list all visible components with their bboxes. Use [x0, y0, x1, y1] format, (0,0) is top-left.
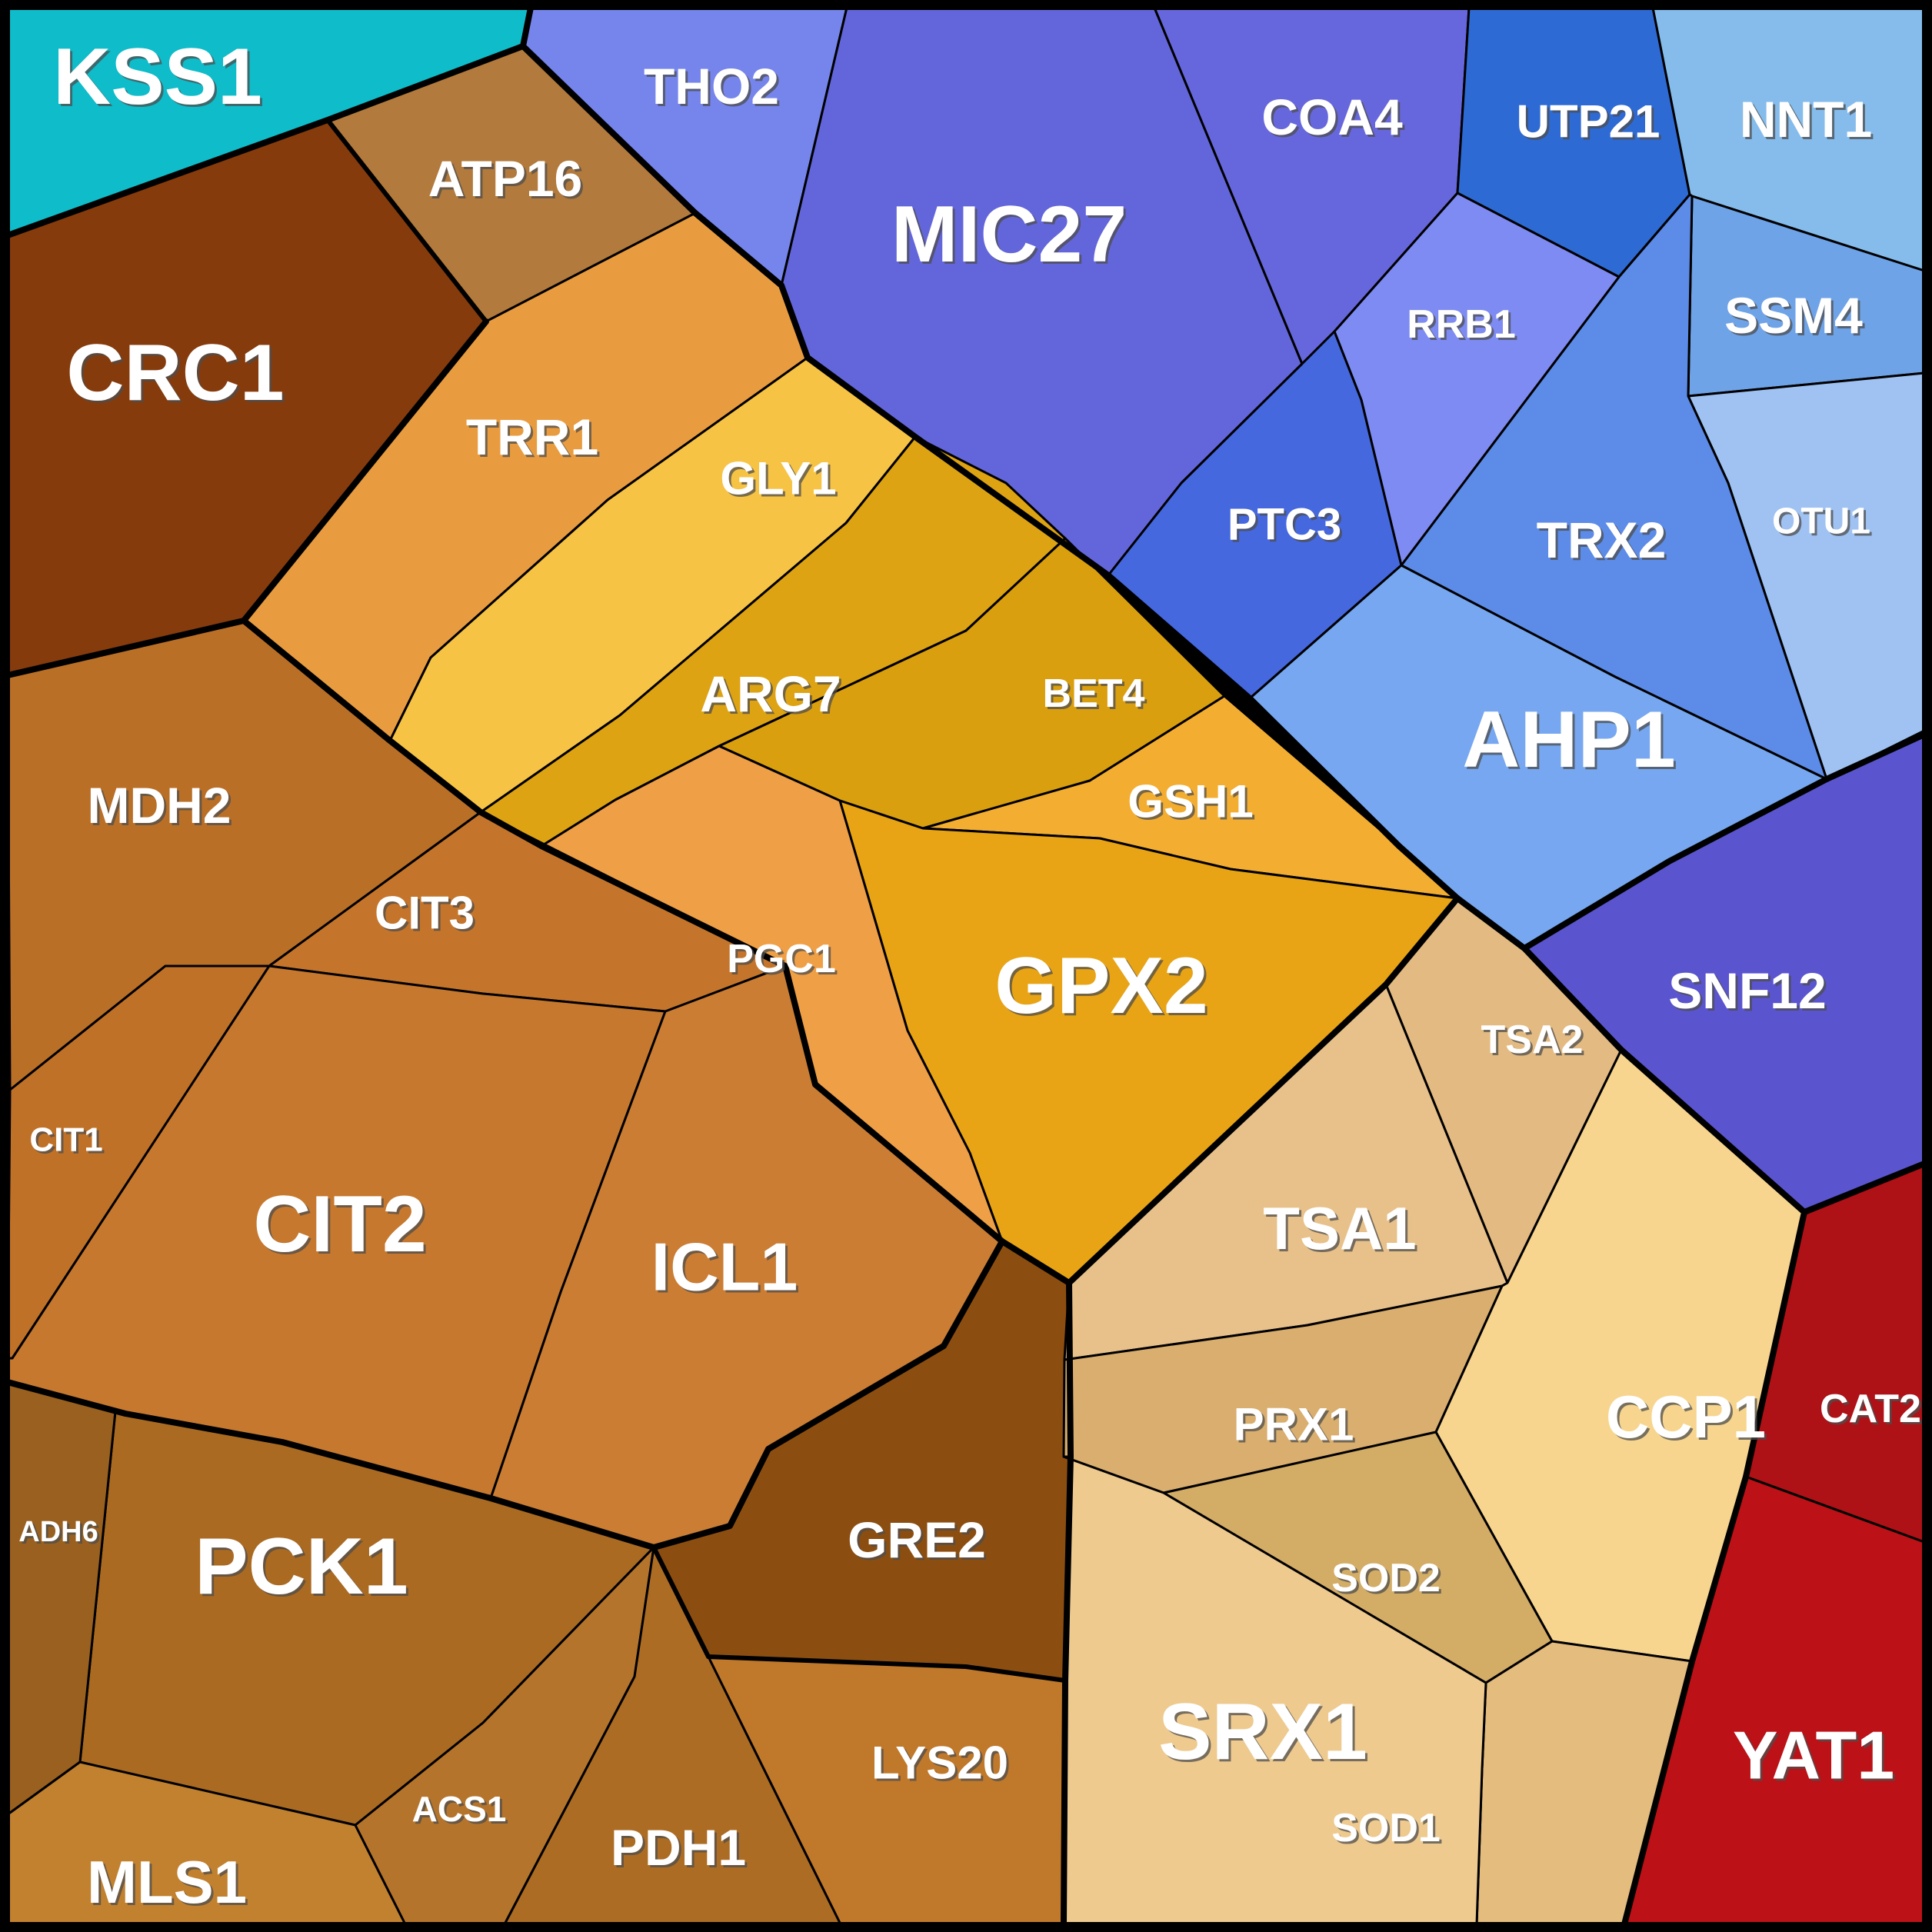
svg-text:TSA1: TSA1 — [1265, 1197, 1418, 1264]
svg-text:NNT1: NNT1 — [1742, 93, 1874, 150]
svg-text:PRX1: PRX1 — [1234, 1399, 1354, 1451]
svg-text:LYS20: LYS20 — [871, 1737, 1008, 1789]
svg-text:ATP16: ATP16 — [428, 150, 583, 207]
svg-text:ICL1: ICL1 — [651, 1229, 798, 1305]
svg-text:YAT1: YAT1 — [1733, 1717, 1894, 1794]
svg-text:PDH1: PDH1 — [611, 1819, 746, 1876]
svg-text:UTP21: UTP21 — [1517, 96, 1661, 148]
svg-text:PGC1: PGC1 — [729, 939, 838, 984]
svg-text:SRX1: SRX1 — [1161, 1690, 1370, 1779]
svg-text:ADH6: ADH6 — [21, 1518, 100, 1551]
svg-text:PDH1: PDH1 — [613, 1821, 748, 1878]
svg-text:TSA2: TSA2 — [1484, 1020, 1586, 1064]
svg-text:PCK1: PCK1 — [197, 1524, 410, 1614]
svg-text:CIT1: CIT1 — [32, 1124, 105, 1161]
svg-text:SOD1: SOD1 — [1334, 1808, 1443, 1853]
svg-text:CAT2: CAT2 — [1820, 1387, 1921, 1431]
svg-text:MLS1: MLS1 — [87, 1848, 247, 1916]
svg-text:UTP21: UTP21 — [1519, 98, 1663, 150]
svg-text:CIT2: CIT2 — [253, 1180, 426, 1269]
svg-text:SOD1: SOD1 — [1331, 1806, 1441, 1850]
svg-text:CRC1: CRC1 — [68, 331, 286, 420]
svg-text:THO2: THO2 — [644, 58, 779, 115]
svg-text:GSH1: GSH1 — [1130, 778, 1255, 830]
svg-text:AHP1: AHP1 — [1464, 698, 1677, 787]
svg-text:GRE2: GRE2 — [850, 1514, 988, 1571]
svg-text:TRX2: TRX2 — [1537, 511, 1667, 568]
svg-text:CIT2: CIT2 — [255, 1182, 428, 1271]
svg-text:SOD2: SOD2 — [1334, 1558, 1443, 1603]
svg-text:KSS1: KSS1 — [53, 32, 262, 122]
svg-text:MIC27: MIC27 — [894, 192, 1129, 281]
svg-text:COA4: COA4 — [1261, 88, 1403, 145]
svg-text:SNF12: SNF12 — [1671, 964, 1828, 1021]
svg-text:TRR1: TRR1 — [466, 408, 598, 465]
svg-text:MDH2: MDH2 — [87, 777, 231, 834]
svg-text:CRC1: CRC1 — [66, 328, 284, 418]
svg-text:TRR1: TRR1 — [468, 411, 601, 468]
svg-text:PCK1: PCK1 — [195, 1522, 408, 1611]
svg-text:PTC3: PTC3 — [1227, 500, 1341, 550]
svg-text:CAT2: CAT2 — [1822, 1389, 1924, 1434]
svg-text:OTU1: OTU1 — [1774, 504, 1873, 545]
svg-text:PGC1: PGC1 — [727, 937, 836, 981]
svg-text:CCP1: CCP1 — [1608, 1385, 1768, 1453]
svg-text:ATP16: ATP16 — [431, 152, 585, 209]
svg-text:CIT1: CIT1 — [29, 1121, 102, 1159]
svg-text:THO2: THO2 — [646, 60, 781, 117]
svg-text:CIT3: CIT3 — [375, 888, 475, 939]
svg-text:KSS1: KSS1 — [55, 35, 265, 124]
svg-text:CCP1: CCP1 — [1606, 1383, 1766, 1451]
svg-text:GSH1: GSH1 — [1128, 776, 1253, 828]
svg-text:ADH6: ADH6 — [18, 1516, 98, 1548]
svg-text:PRX1: PRX1 — [1236, 1401, 1357, 1453]
svg-text:MDH2: MDH2 — [89, 779, 233, 836]
svg-text:SSM4: SSM4 — [1727, 289, 1865, 346]
svg-text:CIT3: CIT3 — [377, 890, 477, 941]
svg-text:BET4: BET4 — [1045, 674, 1148, 718]
svg-text:GRE2: GRE2 — [848, 1511, 986, 1568]
svg-text:ACS1: ACS1 — [415, 1791, 509, 1831]
svg-text:GPX2: GPX2 — [994, 941, 1208, 1031]
svg-text:TRX2: TRX2 — [1539, 514, 1669, 571]
svg-text:SRX1: SRX1 — [1158, 1687, 1367, 1777]
svg-text:LYS20: LYS20 — [874, 1740, 1011, 1791]
svg-text:ARG7: ARG7 — [700, 665, 841, 722]
svg-text:ARG7: ARG7 — [702, 668, 843, 724]
svg-text:RRB1: RRB1 — [1409, 305, 1518, 349]
svg-text:PTC3: PTC3 — [1230, 502, 1344, 552]
svg-text:ACS1: ACS1 — [412, 1789, 507, 1829]
svg-text:SNF12: SNF12 — [1668, 962, 1826, 1019]
svg-text:GPX2: GPX2 — [997, 944, 1210, 1033]
svg-text:MIC27: MIC27 — [891, 190, 1127, 279]
svg-text:COA4: COA4 — [1264, 91, 1405, 148]
svg-text:GLY1: GLY1 — [720, 453, 836, 505]
svg-text:SSM4: SSM4 — [1724, 287, 1863, 344]
svg-text:BET4: BET4 — [1043, 671, 1145, 716]
svg-text:OTU1: OTU1 — [1772, 501, 1870, 542]
svg-text:TSA1: TSA1 — [1263, 1194, 1416, 1262]
svg-text:RRB1: RRB1 — [1407, 302, 1516, 347]
svg-text:TSA2: TSA2 — [1481, 1018, 1584, 1062]
svg-text:MLS1: MLS1 — [89, 1850, 249, 1918]
svg-text:YAT1: YAT1 — [1735, 1720, 1897, 1796]
svg-text:AHP1: AHP1 — [1462, 695, 1675, 784]
svg-text:GLY1: GLY1 — [722, 455, 838, 507]
svg-text:SOD2: SOD2 — [1331, 1556, 1441, 1601]
svg-text:ICL1: ICL1 — [654, 1231, 801, 1307]
svg-text:NNT1: NNT1 — [1740, 91, 1872, 148]
